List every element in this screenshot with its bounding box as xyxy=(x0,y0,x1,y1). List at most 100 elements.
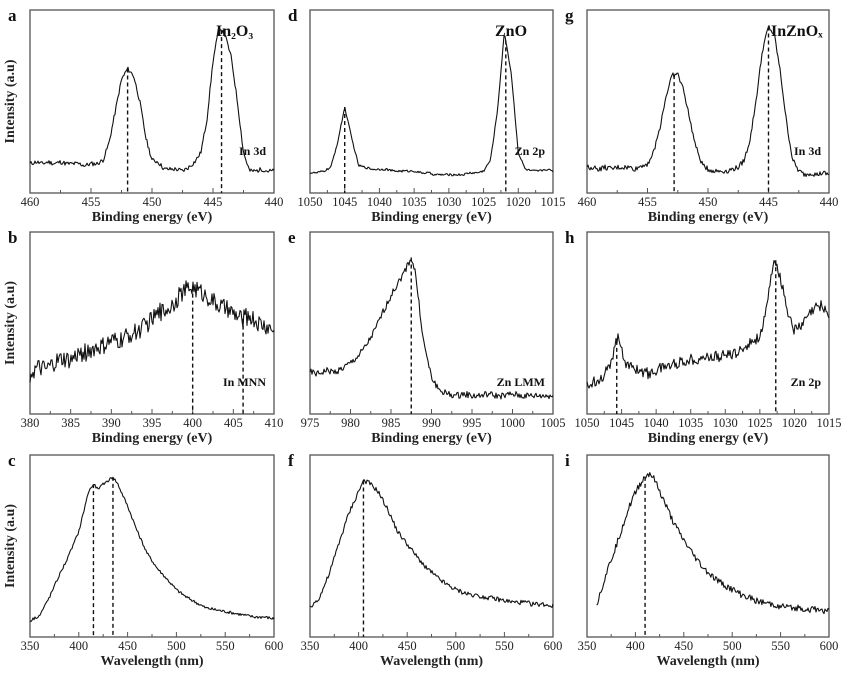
x-tick-label: 990 xyxy=(422,416,441,430)
x-tick-label: 455 xyxy=(638,195,657,209)
plot-frame xyxy=(29,454,275,638)
x-axis-label: Binding energy (eV) xyxy=(92,210,213,225)
x-axis-label: Binding energy (eV) xyxy=(371,210,492,225)
sample-title: ZnO xyxy=(495,23,527,40)
panel-i: 350 400 450 500 550 600 Wavelength (nm) i xyxy=(565,451,838,669)
x-tick-label: 1005 xyxy=(541,416,566,430)
spectrum-line xyxy=(29,280,275,383)
x-tick-label: 1000 xyxy=(500,416,525,430)
x-tick-label: 500 xyxy=(723,639,742,653)
x-tick-label: 600 xyxy=(265,639,284,653)
core-level-label: Zn 2p xyxy=(515,144,546,158)
core-level-label: In MNN xyxy=(223,375,266,389)
spectrum-line xyxy=(586,259,830,389)
spectrum-line xyxy=(29,477,275,623)
panel-g: 460 455 450 445 440 Binding energy (eV) g InZnO… xyxy=(565,6,838,225)
panel-letter: c xyxy=(8,451,16,470)
x-tick-label: 980 xyxy=(341,416,360,430)
x-tick-label: 975 xyxy=(301,416,320,430)
x-tick-label: 440 xyxy=(820,195,839,209)
x-tick-label: 500 xyxy=(446,639,465,653)
panel-a: 460 455 450 445 440 Binding energy (eV) Intens… xyxy=(3,6,283,225)
x-tick-label: 460 xyxy=(21,195,40,209)
x-tick-label: 405 xyxy=(224,416,243,430)
panel-letter: h xyxy=(565,228,575,247)
x-tick-label: 1045 xyxy=(332,195,357,209)
x-tick-label: 1030 xyxy=(713,416,738,430)
x-tick-label: 1030 xyxy=(436,195,461,209)
x-tick-label: 1050 xyxy=(298,195,323,209)
x-tick-label: 380 xyxy=(21,416,40,430)
spectrum-line xyxy=(309,35,554,177)
x-tick-label: 445 xyxy=(204,195,223,209)
x-tick-label: 1020 xyxy=(506,195,531,209)
x-tick-label: 600 xyxy=(820,639,839,653)
x-axis-label: Wavelength (nm) xyxy=(380,654,483,669)
x-tick-label: 1020 xyxy=(782,416,807,430)
x-axis-label: Wavelength (nm) xyxy=(100,654,203,669)
x-tick-label: 500 xyxy=(167,639,186,653)
spectrum-line xyxy=(29,25,275,173)
x-tick-label: 1050 xyxy=(575,416,600,430)
x-tick-label: 1035 xyxy=(402,195,427,209)
x-axis-label: Wavelength (nm) xyxy=(656,654,759,669)
x-tick-label: 390 xyxy=(102,416,121,430)
x-tick-label: 385 xyxy=(61,416,80,430)
x-axis-label: Binding energy (eV) xyxy=(371,431,492,446)
panel-d: 1050 1045 1040 1035 1030 1025 1020 1015 Binding … xyxy=(288,6,566,225)
x-tick-label: 1015 xyxy=(817,416,842,430)
x-tick-label: 400 xyxy=(183,416,202,430)
x-axis-label: Binding energy (eV) xyxy=(648,431,769,446)
x-tick-label: 410 xyxy=(265,416,284,430)
panel-letter: f xyxy=(288,451,294,470)
panel-letter: a xyxy=(8,6,17,25)
panel-c: 350 400 450 500 550 600 Wavelength (nm) Intensi… xyxy=(3,451,283,669)
x-tick-label: 550 xyxy=(771,639,790,653)
x-tick-label: 400 xyxy=(349,639,368,653)
x-tick-label: 440 xyxy=(265,195,284,209)
y-axis-label: Intensity (a.u) xyxy=(3,59,18,143)
x-tick-label: 350 xyxy=(301,639,320,653)
x-tick-label: 1040 xyxy=(644,416,669,430)
core-level-label: In 3d xyxy=(239,144,266,158)
x-tick-label: 1015 xyxy=(541,195,566,209)
core-level-label: Zn 2p xyxy=(791,375,822,389)
y-axis-label: Intensity (a.u) xyxy=(3,504,18,588)
x-axis-label: Binding energy (eV) xyxy=(92,431,213,446)
panel-letter: d xyxy=(288,6,298,25)
panel-letter: e xyxy=(288,228,296,247)
sample-title: InZnOₓ xyxy=(771,23,823,40)
x-tick-label: 450 xyxy=(118,639,137,653)
spectrum-line xyxy=(586,25,830,178)
x-tick-label: 550 xyxy=(216,639,235,653)
x-tick-label: 550 xyxy=(495,639,514,653)
spectrum-line xyxy=(309,479,554,608)
x-tick-label: 400 xyxy=(626,639,645,653)
x-tick-label: 460 xyxy=(578,195,597,209)
x-tick-label: 450 xyxy=(398,639,417,653)
x-tick-label: 350 xyxy=(21,639,40,653)
plot-frame xyxy=(309,454,554,638)
y-axis-label: Intensity (a.u) xyxy=(3,281,18,365)
x-tick-label: 1045 xyxy=(609,416,634,430)
spectrum-line xyxy=(309,259,554,400)
x-tick-label: 450 xyxy=(674,639,693,653)
x-tick-label: 1025 xyxy=(747,416,772,430)
x-tick-label: 985 xyxy=(382,416,401,430)
x-tick-label: 995 xyxy=(463,416,482,430)
plot-frame xyxy=(586,454,830,638)
panel-letter: g xyxy=(565,6,574,25)
sample-title: In₂O₃ xyxy=(216,23,253,40)
x-tick-label: 395 xyxy=(143,416,162,430)
x-tick-label: 450 xyxy=(143,195,162,209)
x-tick-label: 445 xyxy=(759,195,778,209)
panel-e: 975 980 985 990 995 1000 1005 Binding energy (e… xyxy=(288,228,566,446)
panel-letter: b xyxy=(8,228,17,247)
x-tick-label: 1035 xyxy=(678,416,703,430)
panel-f: 350 400 450 500 550 600 Wavelength (nm) f xyxy=(288,451,562,669)
x-tick-label: 600 xyxy=(544,639,563,653)
core-level-label: In 3d xyxy=(794,144,821,158)
panel-b: 380 385 390 395 400 405 410 Binding energy (eV)… xyxy=(3,228,283,446)
spectrum-line xyxy=(596,472,830,615)
